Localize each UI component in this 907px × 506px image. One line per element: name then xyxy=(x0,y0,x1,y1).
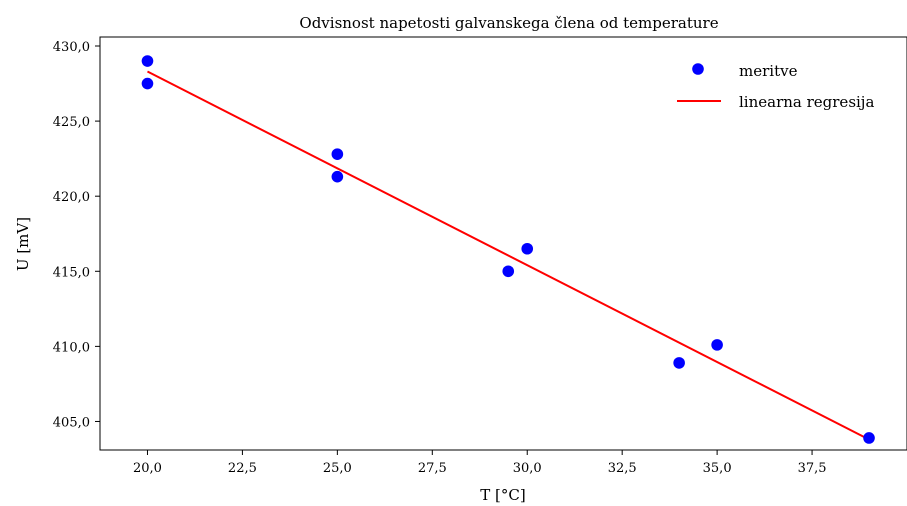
legend-label-meritve: meritve xyxy=(739,62,798,80)
data-point-0-8 xyxy=(863,432,875,444)
y-axis-ticks: 405,0 410,0 415,0 420,0 425,0 430,0 xyxy=(53,40,100,430)
plot-frame xyxy=(99,36,907,451)
data-point-0-1 xyxy=(141,77,154,90)
x-axis-ticks: 20,0 22,5 25,0 27,5 30,0 32,5 35,0 37,5 xyxy=(133,450,827,476)
data-point-0-5 xyxy=(521,242,534,255)
y-tick-label-1: 410,0 xyxy=(53,340,90,355)
y-tick-label-2: 415,0 xyxy=(53,265,90,280)
y-tick-label-0: 405,0 xyxy=(53,415,90,430)
x-tick-label-4: 30,0 xyxy=(513,461,542,476)
legend-label-linearna-regresija: linearna regresija xyxy=(739,93,874,111)
x-tick-label-0: 20,0 xyxy=(133,461,162,476)
data-point-0-0 xyxy=(141,55,154,67)
series-line-1 xyxy=(147,70,870,441)
series-layer xyxy=(141,55,875,444)
x-tick-label-3: 27,5 xyxy=(418,461,447,476)
data-point-0-2 xyxy=(331,148,344,160)
x-tick-label-6: 35,0 xyxy=(703,461,732,476)
data-point-0-6 xyxy=(673,357,685,369)
chart-title: Odvisnost napetosti galvanskega člena od… xyxy=(299,14,718,32)
x-tick-label-5: 32,5 xyxy=(608,461,637,476)
y-tick-label-3: 420,0 xyxy=(53,190,90,205)
data-point-0-7 xyxy=(711,339,723,351)
legend-box xyxy=(664,52,900,122)
data-point-0-4 xyxy=(502,265,515,278)
x-tick-label-7: 37,5 xyxy=(798,461,827,476)
legend: meritve linearna regresija xyxy=(664,52,900,122)
y-tick-label-4: 425,0 xyxy=(53,115,90,130)
x-tick-label-2: 25,0 xyxy=(323,461,352,476)
x-tick-label-1: 22,5 xyxy=(228,461,257,476)
y-axis-label: U [mV] xyxy=(14,217,32,271)
x-axis-label: T [°C] xyxy=(480,486,525,504)
y-tick-label-5: 430,0 xyxy=(53,40,90,55)
data-point-0-3 xyxy=(331,170,344,183)
legend-marker-meritve xyxy=(692,63,704,75)
